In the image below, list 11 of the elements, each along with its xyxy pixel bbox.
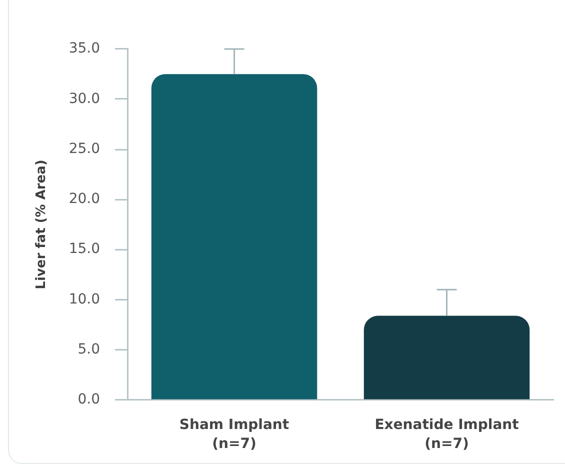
x-tick-label: Exenatide Implant (n=7) <box>374 417 520 452</box>
y-axis-title: Liver fat (% Area) <box>34 160 50 290</box>
y-tick-label: 35.0 <box>68 40 100 57</box>
y-tick-label: 15.0 <box>68 241 100 258</box>
x-tick-label: Sham Implant (n=7) <box>179 417 290 452</box>
y-tick-label: 30.0 <box>68 90 100 107</box>
y-tick-label: 10.0 <box>68 291 100 308</box>
y-tick-label: 25.0 <box>68 140 100 157</box>
y-tick-label: 0.0 <box>78 392 100 408</box>
y-tick-label: 20.0 <box>68 191 100 208</box>
y-tick-label: 5.0 <box>78 342 100 358</box>
